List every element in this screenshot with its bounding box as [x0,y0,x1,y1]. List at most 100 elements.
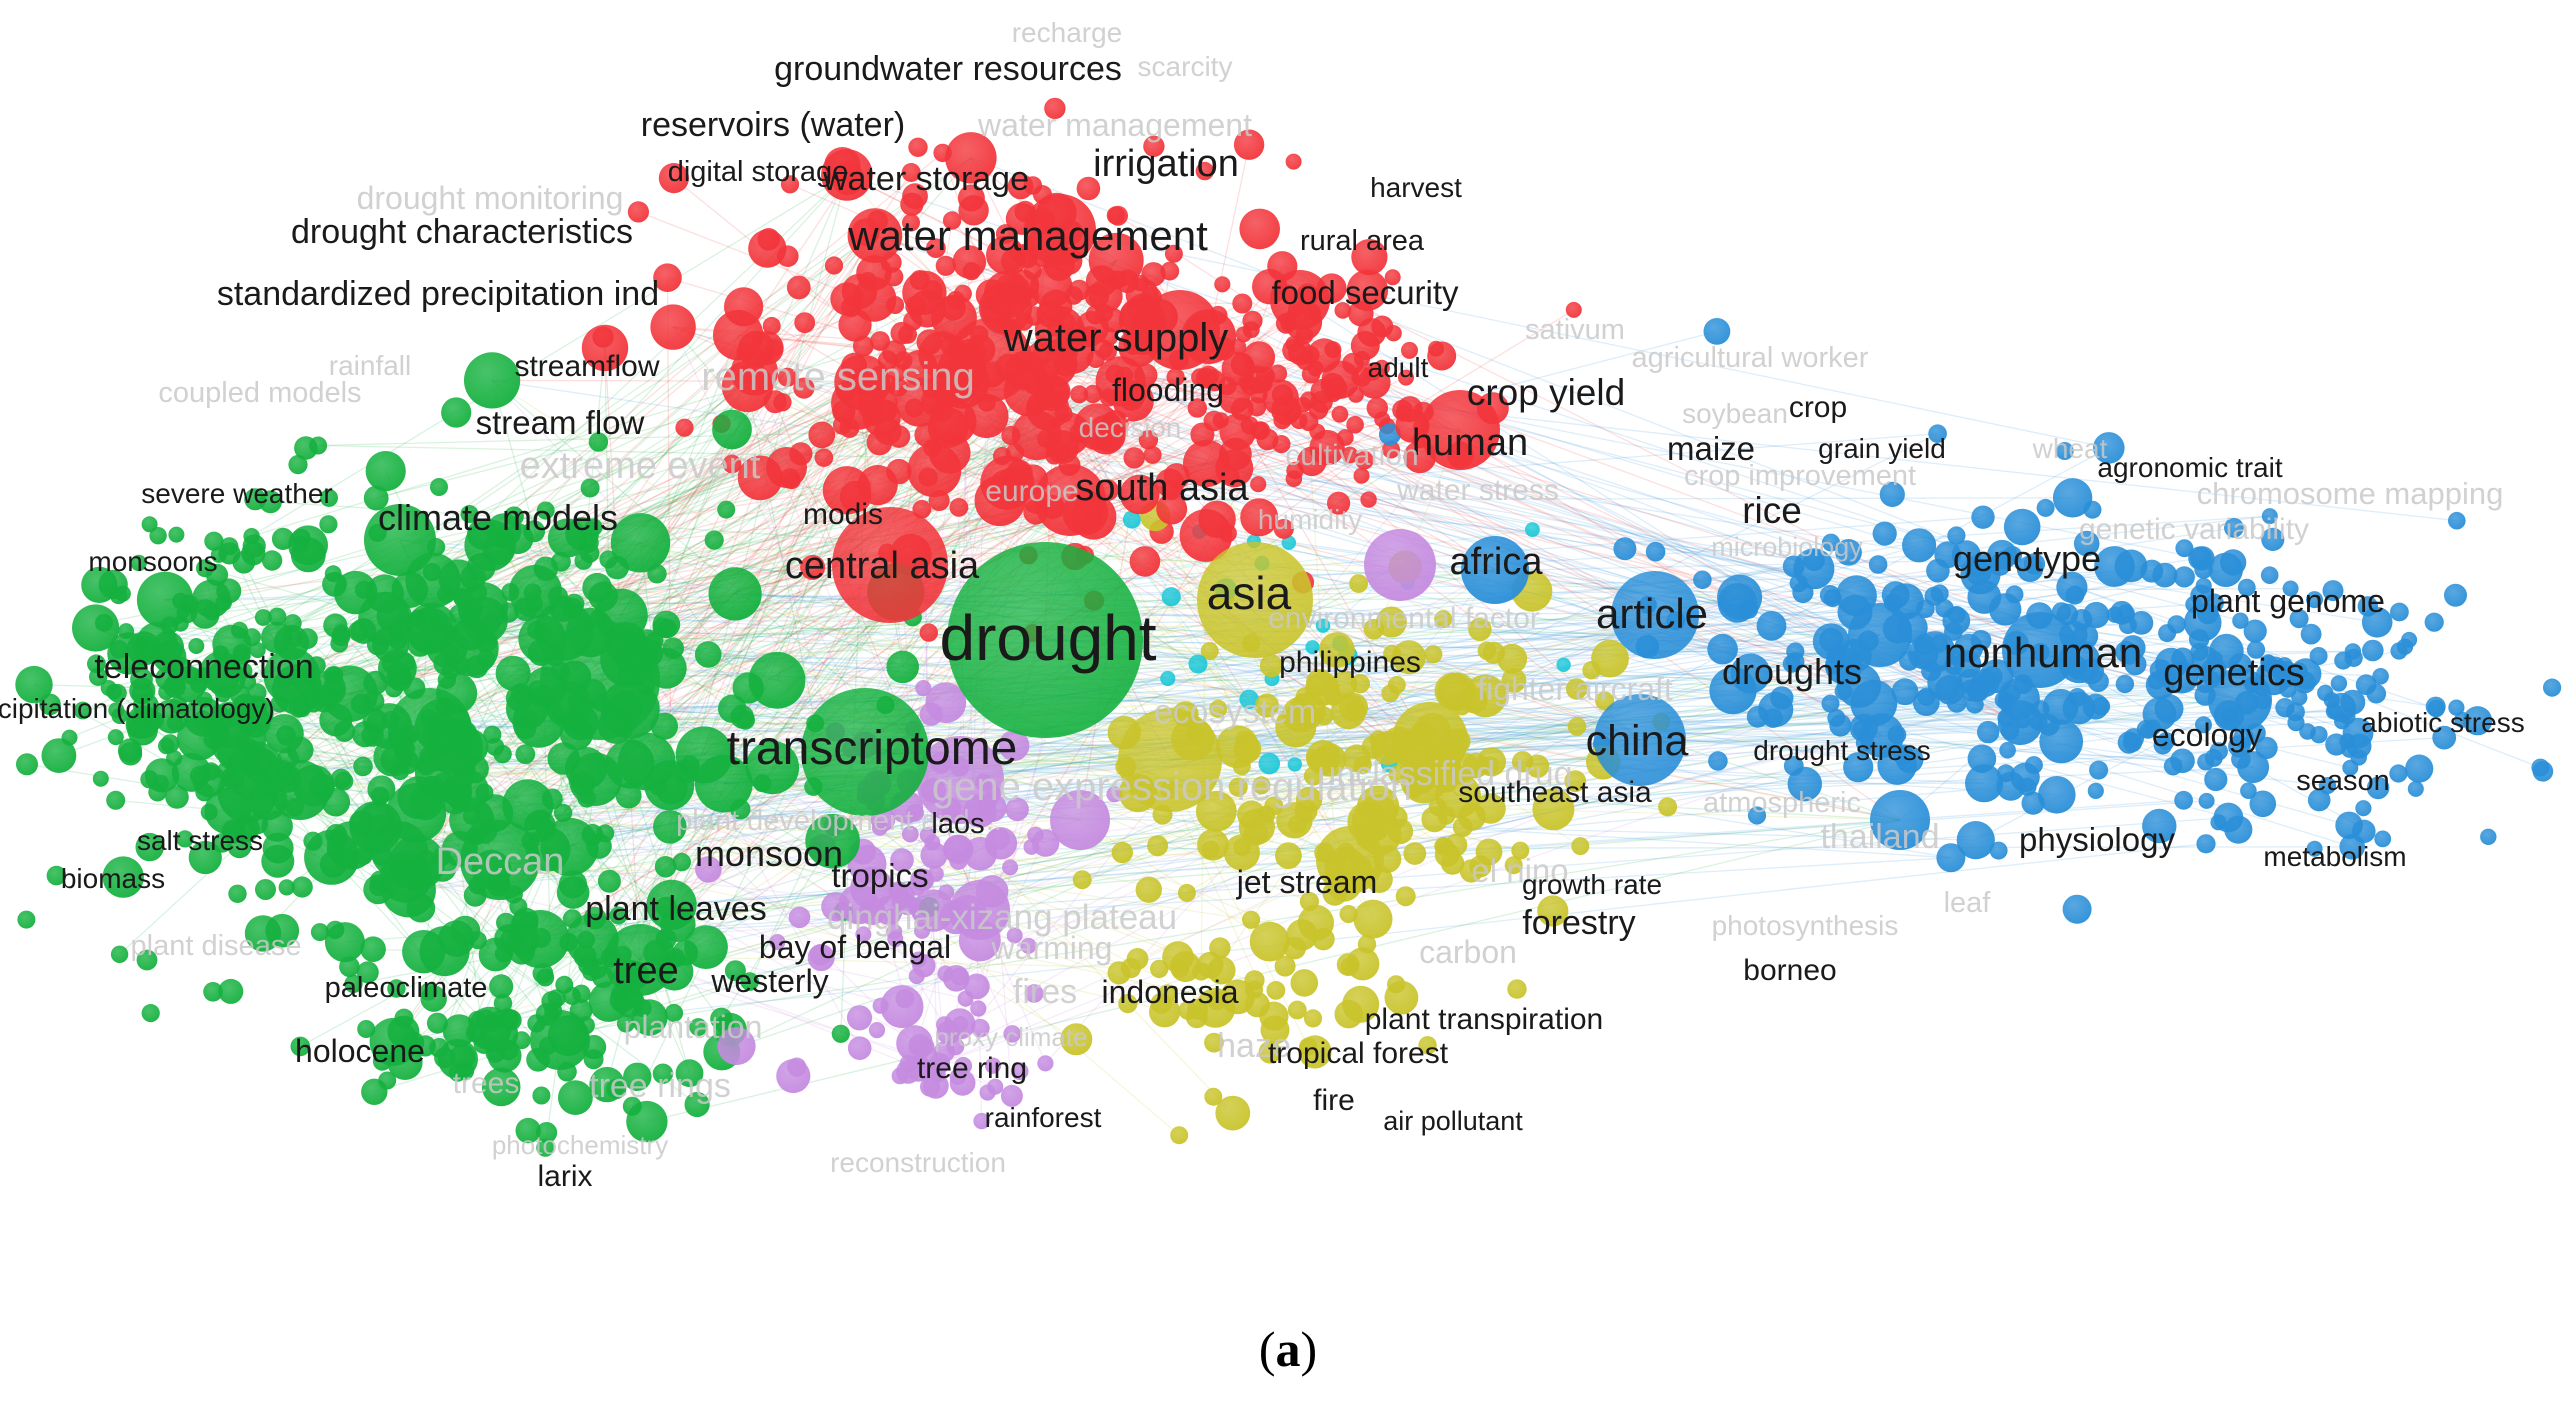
red-cluster-node [658,163,690,194]
node-label-severe-weather: severe weather [141,478,332,509]
blue-cluster-node [2390,642,2408,660]
network-edge [1059,229,2109,449]
blue-cluster-node [1879,481,1905,507]
blue-cluster-node [2228,735,2251,758]
green-cluster-node [16,753,38,776]
network-edge [1291,411,1883,737]
yellow-cluster-node [1395,886,1416,907]
purple-cluster-node [890,848,914,872]
green-cluster-node [199,651,242,693]
green-cluster-node [365,451,406,492]
blue-cluster-node [2196,834,2216,854]
green-cluster-node [154,699,189,734]
yellow-cluster-node [1118,994,1138,1014]
green-cluster-node [249,642,266,659]
blue-cluster-node [1461,536,1529,604]
blue-cluster-node [2204,767,2228,792]
yellow-cluster-node [1258,1040,1282,1064]
blue-cluster-node [2362,639,2384,662]
green-cluster-node [261,550,283,571]
node-label-atmospheric: atmospheric [1703,787,1861,819]
green-cluster-node [168,526,185,543]
yellow-cluster-node [1564,770,1587,793]
purple-cluster-node [1050,790,1110,850]
node-label-laos: laos [931,808,984,840]
green-cluster-node [188,840,222,875]
node-label-precipitation-climatology: precipitation (climatology) [0,693,275,724]
blue-cluster-node [1902,528,1937,563]
green-cluster-node [192,579,231,619]
green-cluster-node [72,604,120,652]
green-cluster-node [805,813,860,869]
node-label-irrigation: irrigation [1093,143,1239,185]
red-cluster-node [1094,339,1114,359]
purple-cluster-node [1020,937,1037,954]
green-cluster-node [631,999,668,1036]
red-cluster-node [1044,97,1066,120]
yellow-cluster-node [1215,1095,1251,1131]
blue-cluster-node [2174,790,2194,810]
purple-cluster-node [807,944,835,972]
red-cluster-node [793,377,815,399]
red-cluster-node [890,321,914,345]
green-cluster-node [290,1036,311,1057]
node-label-drought-stress: drought stress [1753,735,1930,766]
blue-cluster-node [2120,635,2146,661]
yellow-cluster-node [1537,895,1569,927]
red-cluster-node [882,340,907,365]
green-cluster-node [694,641,722,668]
red-cluster-node [1068,279,1090,301]
node-label-paleoclimate: paleoclimate [325,972,488,1004]
green-cluster-node [217,763,278,823]
purple-cluster-node [847,1036,872,1060]
blue-cluster-node [1965,764,2004,803]
purple-cluster-node [963,973,990,1000]
green-cluster-node [947,542,1143,738]
network-edge [1280,397,2021,724]
node-label-streamflow: streamflow [514,350,659,383]
network-edge [1079,270,1171,821]
node-label-coupled-models: coupled models [158,377,361,409]
red-cluster-node [1256,428,1279,451]
green-cluster-node [886,650,919,684]
green-cluster-node [831,1024,850,1043]
network-edge [96,368,963,665]
blue-cluster-node [1942,606,1971,635]
green-cluster-node [288,525,328,566]
blue-cluster-node [1924,586,1944,606]
green-cluster-node [324,922,365,963]
blue-cluster-node [2249,790,2277,818]
green-cluster-node [263,647,321,705]
network-edge [1089,336,1641,741]
node-label-soybean: soybean [1682,398,1788,429]
green-cluster-node [748,651,806,709]
network-edge [443,670,1932,728]
node-label-drought-monitoring: drought monitoring [357,180,624,216]
network-edge [1079,819,1270,943]
green-cluster-node [135,832,164,862]
node-label-gene-expression-regulation: gene expression regulation [932,765,1412,809]
blue-cluster-node [2374,830,2392,848]
blue-cluster-node [2344,648,2363,668]
blue-cluster-node [2154,647,2188,681]
network-edge [475,174,848,1034]
blue-cluster-node [2275,698,2295,718]
purple-cluster-node [998,730,1030,761]
blue-cluster-node [1954,633,1983,663]
node-label-water-storage: water storage [822,160,1029,198]
yellow-cluster-node [1353,899,1393,939]
node-label-plant-disease: plant disease [131,930,302,962]
yellow-cluster-node [1147,835,1169,857]
network-edge [610,402,859,958]
node-label-drought-characteristics: drought characteristics [291,213,633,251]
purple-cluster-node [769,934,786,950]
green-cluster-node [244,915,282,952]
blue-cluster-node [2167,615,2186,634]
blue-cluster-node [2010,762,2040,792]
purple-cluster-node [916,736,1004,824]
green-cluster-node [558,1080,593,1115]
purple-cluster-node [954,1056,973,1075]
yellow-cluster-node [1565,678,1588,700]
purple-cluster-node [1031,829,1060,857]
